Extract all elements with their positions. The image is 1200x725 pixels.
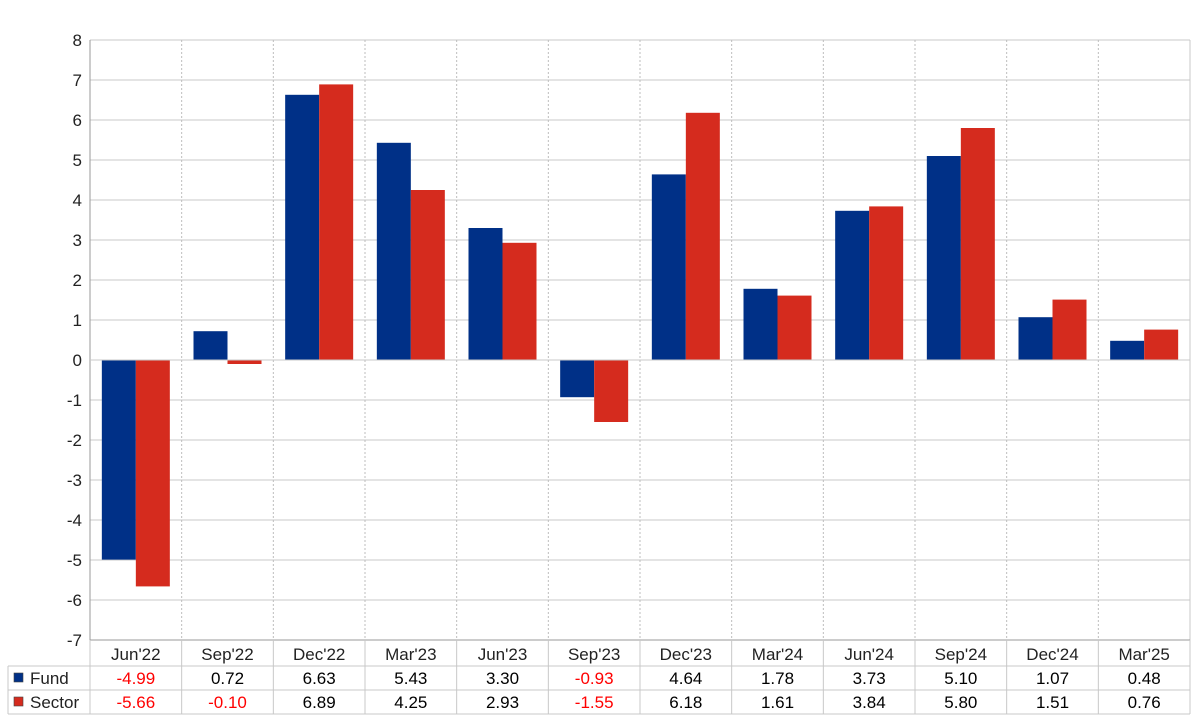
x-tick-label: Sep'24 bbox=[935, 645, 987, 664]
bar-sector-5 bbox=[594, 360, 629, 422]
data-label-sector: 3.84 bbox=[853, 693, 886, 712]
data-label-sector: 6.89 bbox=[303, 693, 336, 712]
bar-fund-3 bbox=[376, 142, 411, 360]
data-label-fund: 1.07 bbox=[1036, 669, 1069, 688]
data-label-fund: 3.73 bbox=[853, 669, 886, 688]
bar-sector-3 bbox=[410, 190, 445, 360]
data-label-fund: 0.48 bbox=[1128, 669, 1161, 688]
data-label-sector: 2.93 bbox=[486, 693, 519, 712]
data-label-fund: 0.72 bbox=[211, 669, 244, 688]
data-label-fund: -0.93 bbox=[575, 669, 614, 688]
data-label-fund: -4.99 bbox=[116, 669, 155, 688]
legend-label-fund: Fund bbox=[30, 669, 69, 688]
legend-label-sector: Sector bbox=[30, 693, 79, 712]
data-label-fund: 5.43 bbox=[394, 669, 427, 688]
y-tick-label: 5 bbox=[73, 151, 82, 170]
data-table: Jun'22 Sep'22 Dec'22 Mar'23 Jun'23 Sep'23 Dec'… bbox=[7, 640, 1191, 715]
data-label-fund: 5.10 bbox=[944, 669, 977, 688]
bar-sector-0 bbox=[135, 360, 170, 587]
bar-fund-2 bbox=[285, 94, 320, 361]
y-tick-label: -3 bbox=[67, 471, 82, 490]
y-tick-label: 8 bbox=[73, 31, 82, 50]
bar-sector-2 bbox=[319, 84, 354, 361]
bar-fund-11 bbox=[1110, 340, 1145, 360]
y-tick-label: 1 bbox=[73, 311, 82, 330]
y-tick-label: 7 bbox=[73, 71, 82, 90]
bar-fund-6 bbox=[651, 174, 686, 360]
y-tick-label: 2 bbox=[73, 271, 82, 290]
legend-swatch-sector bbox=[13, 696, 24, 707]
y-tick-label: 3 bbox=[73, 231, 82, 250]
x-tick-label: Sep'22 bbox=[201, 645, 253, 664]
grid-layer bbox=[90, 39, 1190, 641]
bar-fund-7 bbox=[743, 288, 778, 360]
y-tick-label: 0 bbox=[73, 351, 82, 370]
x-tick-label: Jun'23 bbox=[478, 645, 528, 664]
x-tick-label: Sep'23 bbox=[568, 645, 620, 664]
bar-fund-9 bbox=[926, 156, 961, 360]
x-tick-label: Dec'24 bbox=[1026, 645, 1078, 664]
data-label-sector: 0.76 bbox=[1128, 693, 1161, 712]
y-tick-label: -6 bbox=[67, 591, 82, 610]
bar-fund-10 bbox=[1018, 317, 1053, 360]
data-label-fund: 6.63 bbox=[303, 669, 336, 688]
bar-sector-8 bbox=[869, 206, 904, 360]
data-label-sector: -0.10 bbox=[208, 693, 247, 712]
x-tick-label: Mar'23 bbox=[385, 645, 436, 664]
bar-sector-7 bbox=[777, 295, 812, 360]
data-label-sector: 1.61 bbox=[761, 693, 794, 712]
bar-fund-8 bbox=[835, 210, 870, 360]
y-tick-label: -2 bbox=[67, 431, 82, 450]
bar-fund-1 bbox=[193, 331, 228, 360]
x-tick-label: Jun'22 bbox=[111, 645, 161, 664]
x-tick-label: Jun'24 bbox=[844, 645, 894, 664]
data-label-sector: 6.18 bbox=[669, 693, 702, 712]
bar-sector-11 bbox=[1144, 329, 1179, 360]
bar-fund-5 bbox=[560, 360, 595, 398]
y-tick-label: 4 bbox=[73, 191, 82, 210]
bars-layer bbox=[101, 84, 1179, 587]
data-label-sector: 5.80 bbox=[944, 693, 977, 712]
bar-sector-10 bbox=[1052, 299, 1087, 360]
y-tick-label: -7 bbox=[67, 631, 82, 650]
data-label-sector: -5.66 bbox=[116, 693, 155, 712]
x-tick-label: Mar'25 bbox=[1118, 645, 1169, 664]
bar-fund-4 bbox=[468, 228, 503, 360]
y-tick-label: -1 bbox=[67, 391, 82, 410]
bar-sector-6 bbox=[685, 112, 720, 360]
bar-sector-9 bbox=[960, 128, 995, 360]
y-tick-label: -4 bbox=[67, 511, 82, 530]
y-tick-label: -5 bbox=[67, 551, 82, 570]
bar-sector-1 bbox=[227, 360, 262, 364]
bar-fund-0 bbox=[101, 360, 136, 560]
data-label-fund: 4.64 bbox=[669, 669, 702, 688]
data-label-sector: -1.55 bbox=[575, 693, 614, 712]
legend-swatch-fund bbox=[13, 672, 24, 683]
data-label-sector: 1.51 bbox=[1036, 693, 1069, 712]
x-tick-label: Dec'23 bbox=[660, 645, 712, 664]
bar-sector-4 bbox=[502, 242, 537, 360]
data-label-fund: 3.30 bbox=[486, 669, 519, 688]
x-tick-label: Mar'24 bbox=[752, 645, 803, 664]
data-label-fund: 1.78 bbox=[761, 669, 794, 688]
data-label-sector: 4.25 bbox=[394, 693, 427, 712]
y-tick-label: 6 bbox=[73, 111, 82, 130]
x-tick-label: Dec'22 bbox=[293, 645, 345, 664]
